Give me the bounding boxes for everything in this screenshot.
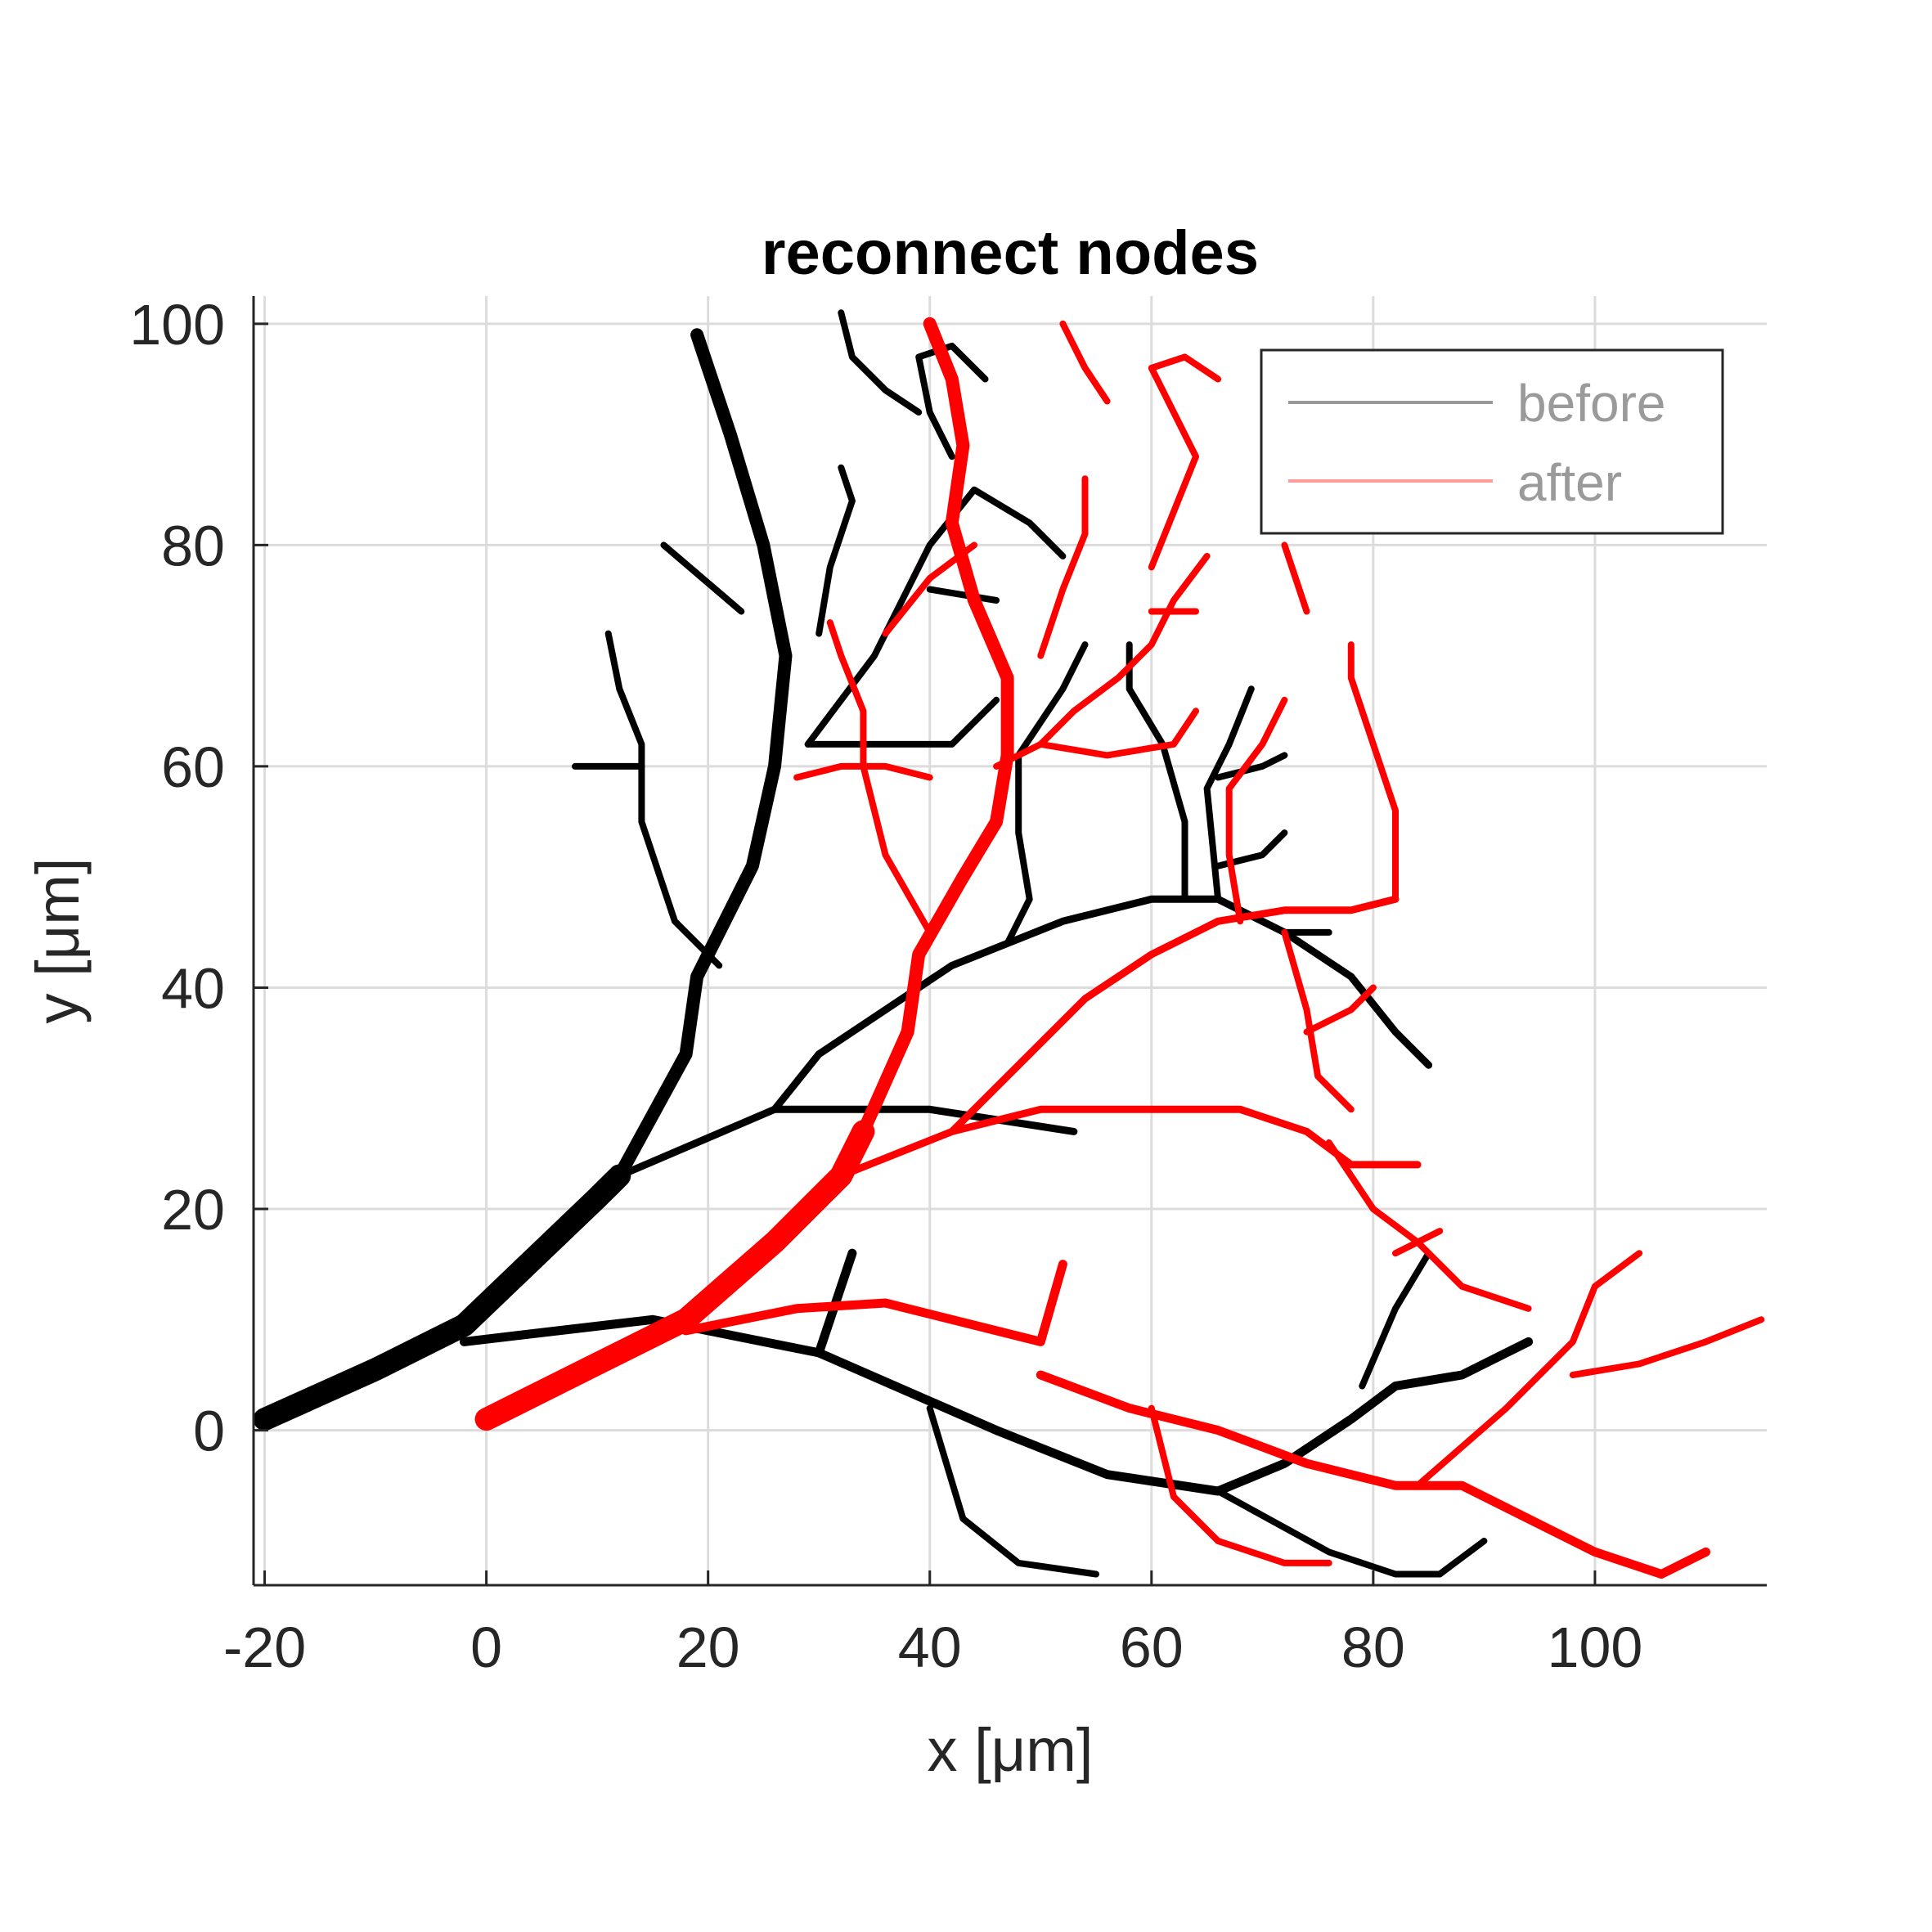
branch-after [1347, 641, 1399, 903]
x-axis-label: x [μm] [928, 1716, 1094, 1784]
plot-area [254, 309, 1765, 1579]
branch-after [948, 895, 1400, 1135]
branch-after [856, 317, 1014, 1139]
x-tick-label: 20 [676, 1615, 740, 1679]
branch-after [681, 1260, 1067, 1346]
branch-after [993, 708, 1199, 770]
branch-before [804, 696, 1000, 748]
legend-label-before: before [1517, 374, 1665, 433]
y-tick-label: 60 [161, 735, 225, 799]
x-tick-label: -20 [223, 1615, 306, 1679]
branch-before [815, 464, 856, 637]
y-tick-label: 0 [193, 1400, 225, 1463]
branch-after [1036, 1370, 1710, 1579]
branch-after [1225, 696, 1288, 925]
branch-before [1215, 1488, 1488, 1578]
branch-after [474, 1120, 875, 1431]
branch-after [1303, 984, 1377, 1036]
branch-before [926, 1404, 1099, 1578]
x-tick-label: 0 [470, 1615, 502, 1679]
branch-after [1059, 320, 1111, 405]
branch-before [1359, 1250, 1432, 1390]
x-tick-label: 40 [898, 1615, 962, 1679]
series-before [254, 309, 1534, 1578]
branch-before [1203, 685, 1255, 903]
branch-after [1148, 1404, 1332, 1566]
branch-after [882, 541, 977, 637]
y-tick-label: 20 [161, 1178, 225, 1242]
series-after [474, 317, 1765, 1579]
legend: before after [1260, 348, 1724, 535]
branch-after [1037, 552, 1211, 748]
branch-before [814, 1337, 1534, 1496]
y-tick-label: 100 [129, 293, 225, 357]
branch-before [1215, 752, 1288, 781]
branch-after [1281, 928, 1355, 1113]
branch-before [915, 342, 989, 461]
branch-before [804, 486, 1067, 748]
branch-before [838, 309, 923, 416]
x-tick-label: 80 [1341, 1615, 1405, 1679]
ticks: -20 0 20 40 60 80 100 0 20 40 60 80 100 [129, 293, 1642, 1679]
x-tick-label: 60 [1120, 1615, 1184, 1679]
legend-box [1260, 348, 1724, 535]
branch-after [1148, 353, 1222, 383]
axes [252, 296, 1767, 1587]
branch-before [254, 1164, 631, 1431]
branch-before [604, 630, 723, 969]
branch-before [1004, 752, 1033, 947]
branch-after [793, 762, 933, 781]
branch-after [1037, 475, 1089, 659]
x-tick-label: 100 [1548, 1615, 1643, 1679]
branch-after [826, 619, 933, 936]
branch-after [1569, 1316, 1765, 1378]
y-tick-label: 40 [161, 956, 225, 1020]
branch-before [926, 586, 1000, 604]
branch-before [613, 328, 793, 1183]
branch-after [1392, 1228, 1444, 1257]
branch-before [1015, 641, 1089, 759]
chart-title: reconnect nodes [762, 218, 1259, 288]
branch-before [660, 541, 745, 615]
branch-after [1414, 1250, 1643, 1489]
branch-after [1281, 541, 1310, 615]
branch-after [1148, 364, 1199, 571]
y-axis-label: y [μm] [24, 858, 92, 1024]
y-tick-label: 80 [161, 514, 225, 577]
legend-label-after: after [1517, 453, 1622, 512]
